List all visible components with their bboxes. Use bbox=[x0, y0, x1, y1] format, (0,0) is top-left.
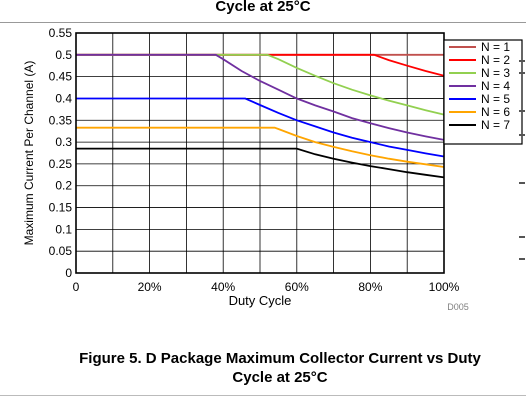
top-caption: Cycle at 25°C bbox=[215, 0, 311, 15]
plot-frame bbox=[75, 32, 445, 274]
legend-label: N = 1 bbox=[481, 40, 510, 54]
legend-label: N = 2 bbox=[481, 53, 510, 67]
y-tick-label: 0.15 bbox=[49, 201, 73, 215]
figure-caption-line2: Cycle at 25°C bbox=[232, 369, 328, 386]
bottom-divider bbox=[0, 395, 526, 396]
x-axis-label: Duty Cycle bbox=[229, 293, 292, 308]
x-tick-label: 20% bbox=[138, 280, 162, 294]
y-tick-label: 0.25 bbox=[49, 157, 73, 171]
series-line-n6 bbox=[76, 126, 445, 168]
y-tick-label: 0.45 bbox=[49, 70, 73, 84]
legend-label: N = 6 bbox=[481, 105, 510, 119]
figure-code: D005 bbox=[447, 302, 469, 312]
y-axis-label: Maximum Current Per Channel (A) bbox=[22, 61, 36, 246]
top-divider bbox=[0, 22, 526, 23]
figure-caption: Figure 5. D Package Maximum Collector Cu… bbox=[79, 350, 481, 367]
y-tick-label: 0.35 bbox=[49, 113, 73, 127]
x-tick-label: 40% bbox=[211, 280, 235, 294]
y-tick-label: 0.05 bbox=[49, 244, 73, 258]
x-tick-labels: 0 20% 40% 60% 80% 100% bbox=[73, 280, 460, 294]
edge-mark bbox=[519, 258, 525, 260]
legend: N = 1N = 2N = 3N = 4N = 5N = 6N = 7 bbox=[449, 40, 510, 132]
y-tick-label: 0.5 bbox=[55, 48, 72, 62]
series-line-n3 bbox=[76, 53, 445, 116]
legend-box bbox=[443, 39, 523, 145]
y-tick-label: 0.3 bbox=[55, 135, 72, 149]
legend-label: N = 4 bbox=[481, 79, 510, 93]
series-line-n2 bbox=[76, 53, 445, 77]
x-tick-label: 0 bbox=[73, 280, 80, 294]
y-tick-label: 0 bbox=[65, 266, 72, 280]
y-tick-label: 0.2 bbox=[55, 179, 72, 193]
series-line-n5 bbox=[76, 97, 445, 158]
edge-mark bbox=[519, 72, 525, 74]
legend-label: N = 3 bbox=[481, 66, 510, 80]
series-lines bbox=[76, 53, 445, 179]
series-line-n7 bbox=[76, 147, 445, 179]
x-tick-label: 60% bbox=[285, 280, 309, 294]
legend-label: N = 7 bbox=[481, 118, 510, 132]
y-tick-label: 0.4 bbox=[55, 91, 72, 105]
y-tick-labels: 0 0.05 0.1 0.15 0.2 0.25 0.3 0.35 0.4 0.45 0.5 0.55 bbox=[49, 26, 73, 280]
y-tick-label: 0.55 bbox=[49, 26, 73, 40]
x-tick-label: 80% bbox=[358, 280, 382, 294]
edge-mark bbox=[519, 110, 525, 112]
edge-mark bbox=[519, 236, 525, 238]
series-line-n4 bbox=[76, 53, 445, 141]
x-tick-label: 100% bbox=[429, 280, 460, 294]
edge-mark bbox=[519, 134, 525, 136]
edge-mark bbox=[519, 60, 525, 62]
y-tick-label: 0.1 bbox=[55, 222, 72, 236]
legend-label: N = 5 bbox=[481, 92, 510, 106]
edge-mark bbox=[519, 182, 525, 184]
